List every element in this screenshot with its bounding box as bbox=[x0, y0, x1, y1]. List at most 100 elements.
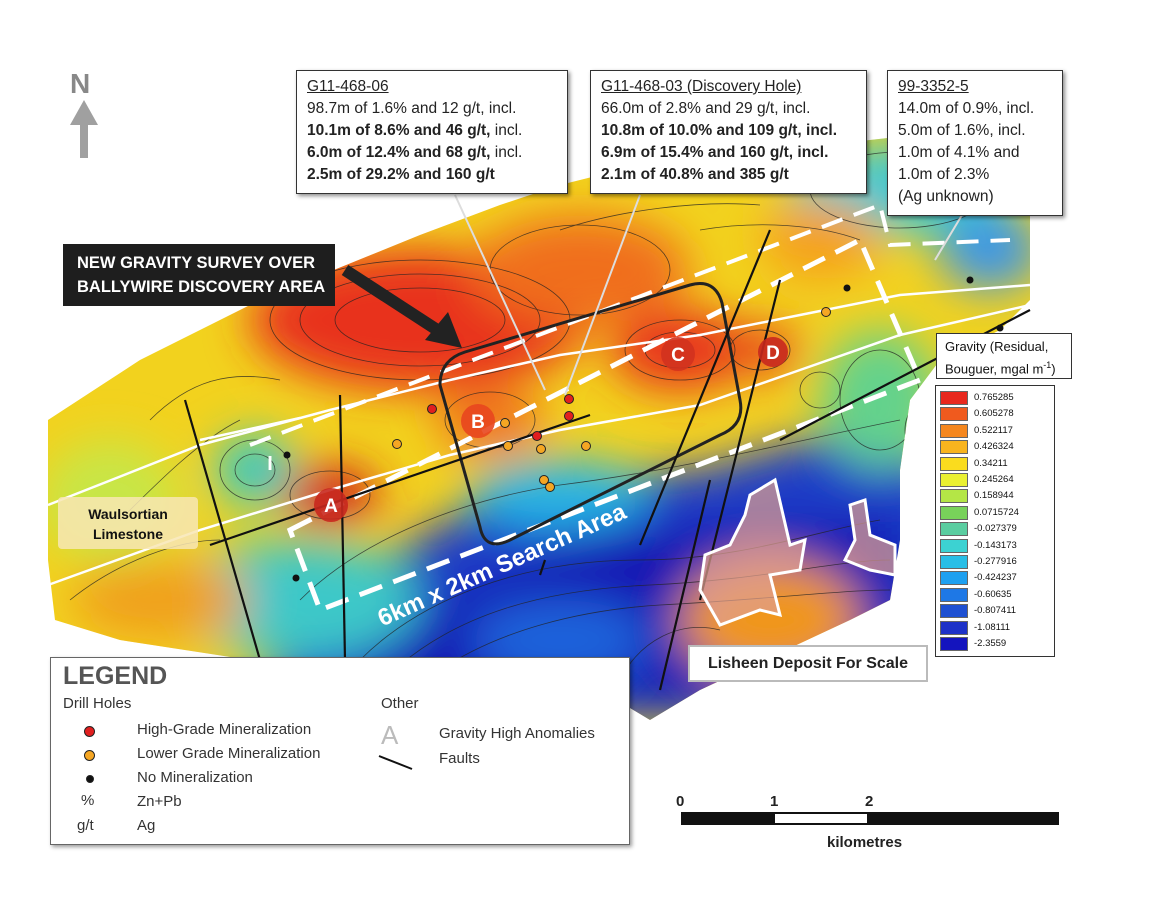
drill-hole-lower-grade bbox=[392, 439, 402, 449]
drill-hole-no-mineralization bbox=[966, 276, 974, 284]
gravity-value-label: -0.277916 bbox=[974, 556, 1017, 567]
gravity-value-label: 0.34211 bbox=[974, 457, 1008, 469]
scale-bar-segment bbox=[775, 814, 867, 823]
drill-hole-lower-grade bbox=[821, 307, 831, 317]
gravity-value-label: 0.0715724 bbox=[974, 506, 1019, 518]
anomaly-b-label: B bbox=[471, 412, 485, 433]
callout-g11-468-06: G11-468-06 98.7m of 1.6% and 12 g/t, inc… bbox=[296, 70, 568, 194]
search-area-outline bbox=[286, 236, 924, 614]
gravity-value-label: 0.522117 bbox=[974, 424, 1013, 436]
gravity-title-line: Bouguer, mgal m bbox=[945, 361, 1044, 377]
legend-gt-label: Ag bbox=[137, 817, 156, 834]
drill-hole-no-mineralization bbox=[292, 574, 300, 582]
gravity-swatch bbox=[940, 571, 968, 586]
gravity-value-label: 0.426324 bbox=[974, 441, 1014, 453]
high-grade-dot-icon bbox=[84, 726, 95, 737]
scale-bar bbox=[681, 812, 1059, 825]
legend-lower-grade: Lower Grade Mineralization bbox=[137, 745, 321, 762]
faults bbox=[183, 229, 1031, 691]
drill-hole-no-mineralization bbox=[996, 324, 1004, 332]
callout-title: G11-468-03 (Discovery Hole) bbox=[601, 78, 802, 95]
callout-line: 1.0m of 2.3% bbox=[898, 166, 990, 183]
gravity-swatch bbox=[940, 587, 968, 602]
legend-title: LEGEND bbox=[63, 662, 168, 690]
gravity-swatch bbox=[940, 505, 968, 520]
survey-banner: NEW GRAVITY SURVEY OVER BALLYWIRE DISCOV… bbox=[63, 244, 335, 306]
gravity-swatch bbox=[940, 604, 968, 619]
gravity-value-label: 0.158944 bbox=[974, 490, 1014, 502]
gravity-swatch bbox=[940, 555, 968, 569]
svg-text:Limestone: Limestone bbox=[93, 526, 163, 542]
callout-line: 14.0m of 0.9%, incl. bbox=[898, 100, 1035, 117]
scale-unit-label: kilometres bbox=[827, 834, 903, 851]
legend-gt-symbol: g/t bbox=[77, 817, 94, 834]
gravity-title-line: Gravity (Residual, bbox=[945, 339, 1049, 354]
scale-tick-0: 0 bbox=[676, 793, 685, 810]
drill-hole-high-grade bbox=[564, 394, 574, 404]
callout-title: G11-468-06 bbox=[307, 78, 389, 95]
drill-hole-lower-grade bbox=[503, 441, 513, 451]
lower-grade-dot-icon bbox=[84, 750, 95, 761]
gravity-swatch bbox=[940, 440, 968, 455]
gravity-swatch bbox=[940, 538, 968, 553]
legend-no-min: No Mineralization bbox=[137, 769, 253, 786]
gravity-value-label: -0.60635 bbox=[974, 588, 1012, 600]
gravity-title-end: ) bbox=[1051, 361, 1056, 377]
gravity-swatch bbox=[940, 407, 968, 422]
drill-hole-high-grade bbox=[532, 431, 542, 441]
banner-line: BALLYWIRE DISCOVERY AREA bbox=[77, 278, 326, 296]
callout-leaders bbox=[454, 194, 966, 396]
callout-line: 5.0m of 1.6%, incl. bbox=[898, 122, 1026, 139]
legend-anomaly-label: Gravity High Anomalies bbox=[439, 725, 595, 742]
anomaly-c-label: C bbox=[671, 345, 685, 366]
gravity-value-label: -1.08111 bbox=[974, 621, 1011, 633]
drill-hole-high-grade bbox=[564, 411, 574, 421]
legend-pct-symbol: % bbox=[81, 792, 95, 809]
gravity-value-label: 0.245264 bbox=[974, 474, 1014, 485]
callout-line: 98.7m of 1.6% and 12 g/t, incl. bbox=[307, 100, 517, 117]
lisheen-deposit-outline bbox=[698, 477, 897, 627]
north-arrow-icon bbox=[70, 100, 98, 158]
no-min-dot-icon bbox=[86, 775, 94, 783]
gravity-value-label: -0.424237 bbox=[974, 572, 1017, 584]
svg-text:Waulsortian: Waulsortian bbox=[88, 506, 168, 522]
drill-hole-no-mineralization bbox=[843, 284, 851, 292]
drill-hole-lower-grade bbox=[536, 444, 546, 454]
anomaly-markers: A B C D I bbox=[267, 337, 788, 522]
legend-faults-label: Faults bbox=[439, 750, 480, 767]
legend-drill-holes-heading: Drill Holes bbox=[63, 695, 132, 712]
callout-line: 66.0m of 2.8% and 29 g/t, incl. bbox=[601, 100, 811, 117]
anomaly-i-label: I bbox=[267, 453, 273, 475]
gravity-swatch bbox=[940, 620, 968, 635]
callout-line: (Ag unknown) bbox=[898, 188, 994, 205]
drill-hole-no-mineralization bbox=[283, 451, 291, 459]
gravity-swatch bbox=[940, 637, 968, 651]
callout-line: 1.0m of 4.1% and bbox=[898, 144, 1020, 161]
callout-line-suffix: incl. bbox=[490, 122, 523, 139]
drill-holes bbox=[283, 276, 1004, 582]
gravity-swatch bbox=[940, 391, 968, 405]
limestone-band bbox=[47, 283, 1031, 587]
lisheen-label: Lisheen Deposit For Scale bbox=[688, 645, 928, 682]
scale-tick-2: 2 bbox=[865, 793, 874, 810]
callout-title: 99-3352-5 bbox=[898, 78, 969, 95]
drill-hole-high-grade bbox=[427, 404, 437, 414]
legend-other-heading: Other bbox=[381, 695, 419, 712]
banner-line: NEW GRAVITY SURVEY OVER bbox=[77, 254, 316, 272]
anomaly-d-label: D bbox=[766, 343, 780, 364]
search-area-top-edge bbox=[249, 202, 1011, 447]
gravity-legend-title: Gravity (Residual, Bouguer, mgal m-1) bbox=[936, 333, 1072, 379]
gravity-swatch bbox=[940, 456, 968, 471]
drill-hole-lower-grade bbox=[500, 418, 510, 428]
gravity-value-label: 0.605278 bbox=[974, 408, 1014, 420]
drill-hole-lower-grade bbox=[545, 482, 555, 492]
north-label: N bbox=[70, 68, 91, 99]
fault-line-icon bbox=[378, 755, 413, 770]
gravity-survey-outline bbox=[438, 282, 743, 546]
banner-arrow bbox=[341, 264, 462, 348]
gravity-color-scale: 0.765285 0.605278 0.522117 0.426324 0.34211 0… bbox=[935, 385, 1055, 657]
callout-line-suffix: incl. bbox=[490, 144, 523, 161]
legend-panel: LEGEND Drill Holes High-Grade Mineraliza… bbox=[50, 657, 630, 845]
callout-line: 2.5m of 29.2% and 160 g/t bbox=[307, 166, 495, 183]
callout-line: 10.1m of 8.6% and 46 g/t, bbox=[307, 122, 491, 139]
